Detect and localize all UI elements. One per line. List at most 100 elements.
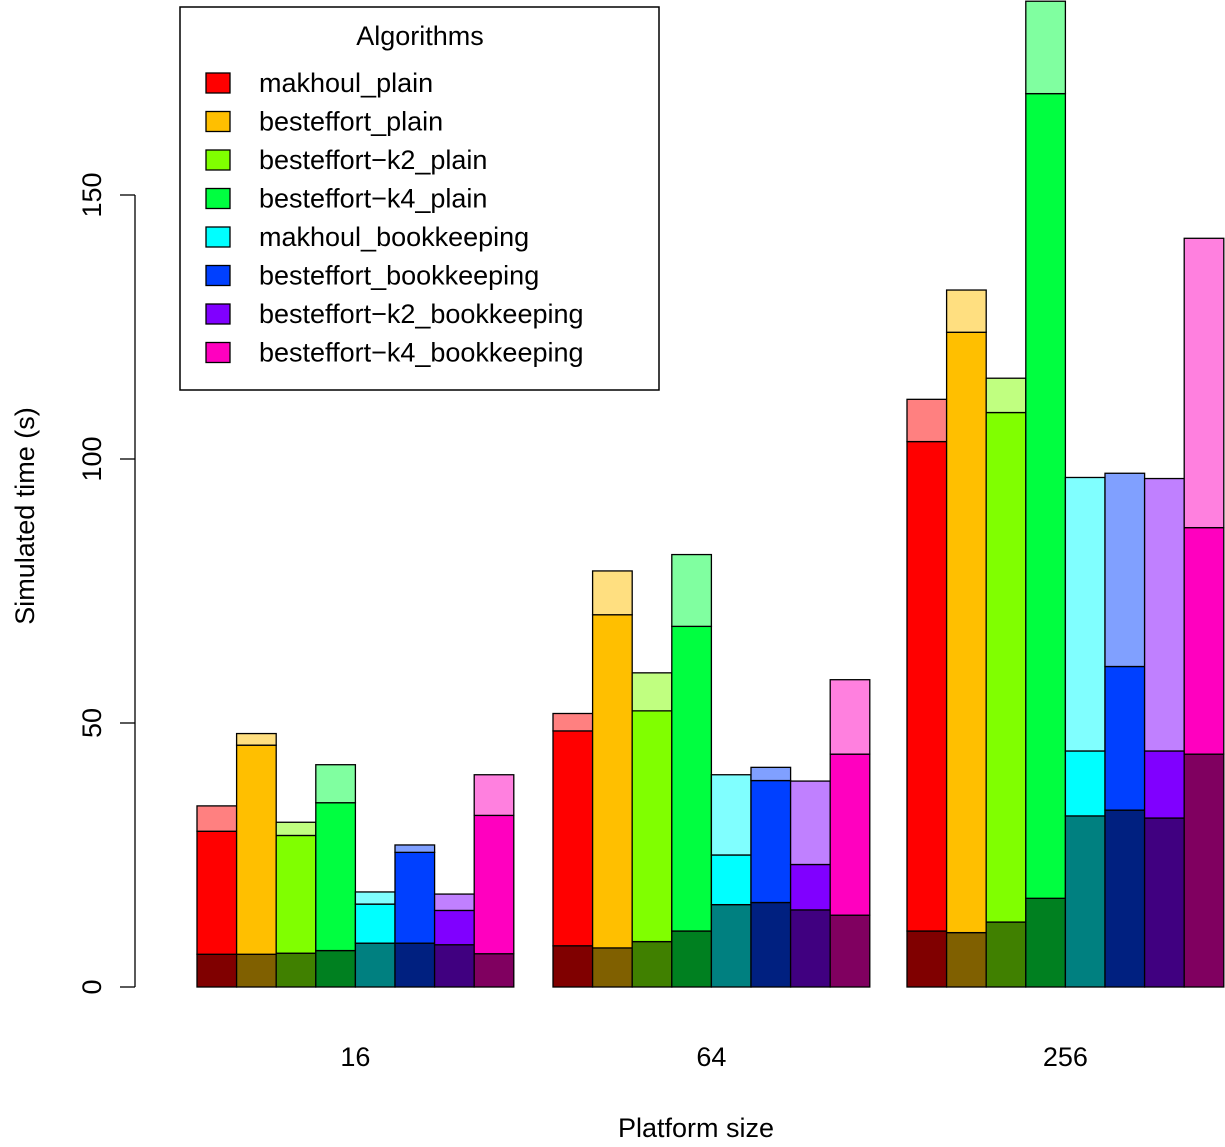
x-category-label: 64 xyxy=(696,1042,726,1072)
bar-makhoul-plain-256-middle xyxy=(906,440,948,932)
bar-besteffort-k4-plain-16-bottom xyxy=(315,949,357,988)
bar-besteffort-k4-plain-256-top xyxy=(1025,0,1067,95)
legend-label: makhoul_plain xyxy=(259,68,433,98)
bar-besteffort-k2-bookkeeping-256-top xyxy=(1143,477,1185,752)
bar-besteffort-plain-16-top xyxy=(235,732,277,746)
bar-besteffort-k4-bookkeeping-16-middle xyxy=(473,814,515,955)
bar-makhoul-bookkeeping-64-bottom xyxy=(710,903,752,988)
legend-label: besteffort−k2_plain xyxy=(259,145,487,175)
x-axis-category-labels: 16 64 256 xyxy=(340,1042,1088,1072)
bar-makhoul-plain-16-middle xyxy=(196,830,238,955)
bar-besteffort-k4-bookkeeping-256-top xyxy=(1183,237,1225,529)
y-tick-label: 100 xyxy=(77,436,107,481)
bar-besteffort-k4-bookkeeping-64-bottom xyxy=(829,914,871,988)
bar-besteffort-k4-bookkeeping-256-middle xyxy=(1183,526,1225,755)
legend-label: besteffort_bookkeeping xyxy=(259,261,539,291)
bar-besteffort-plain-64-top xyxy=(591,570,633,616)
bar-besteffort-k2-plain-256-middle xyxy=(985,411,1027,923)
bar-besteffort-k4-plain-16-middle xyxy=(315,802,357,952)
bar-makhoul-plain-64-bottom xyxy=(552,945,594,988)
bar-makhoul-plain-256-top xyxy=(906,398,948,443)
bar-besteffort-bookkeeping-16-top xyxy=(394,844,436,854)
legend-label: besteffort_plain xyxy=(259,107,443,137)
bar-besteffort-k2-plain-256-top xyxy=(985,377,1027,414)
bar-besteffort-plain-64-bottom xyxy=(591,947,633,988)
bar-besteffort-plain-16-middle xyxy=(235,744,277,955)
legend-swatch xyxy=(205,187,231,210)
bar-besteffort-k2-bookkeeping-64-bottom xyxy=(789,909,831,988)
bar-besteffort-plain-256-top xyxy=(945,289,987,333)
bar-makhoul-plain-64-top xyxy=(552,712,594,732)
bar-besteffort-bookkeeping-64-bottom xyxy=(750,901,792,988)
bar-makhoul-plain-256-bottom xyxy=(906,930,948,988)
x-category-label: 256 xyxy=(1043,1042,1088,1072)
legend-box xyxy=(179,6,660,391)
bar-besteffort-plain-256-middle xyxy=(945,331,987,934)
bar-makhoul-bookkeeping-16-middle xyxy=(354,903,396,944)
legend-swatch xyxy=(205,110,231,133)
bar-besteffort-bookkeeping-256-middle xyxy=(1104,665,1146,811)
y-axis-label: Simulated time (s) xyxy=(10,407,40,625)
legend-swatch xyxy=(205,303,231,325)
bar-makhoul-bookkeeping-256-top xyxy=(1064,476,1106,752)
legend-swatch xyxy=(205,341,231,364)
x-category-label: 16 xyxy=(340,1042,370,1072)
bar-besteffort-k2-bookkeeping-16-bottom xyxy=(433,944,475,988)
bar-besteffort-k2-bookkeeping-16-middle xyxy=(433,909,475,946)
bar-besteffort-k4-plain-64-bottom xyxy=(671,930,713,988)
bar-besteffort-bookkeeping-64-top xyxy=(750,766,792,782)
legend-label: besteffort−k4_plain xyxy=(259,184,487,214)
bar-besteffort-bookkeeping-256-bottom xyxy=(1104,809,1146,988)
bar-besteffort-k4-plain-16-top xyxy=(315,764,357,804)
bar-makhoul-plain-64-middle xyxy=(552,730,594,947)
bar-makhoul-bookkeeping-16-top xyxy=(354,891,396,905)
bar-besteffort-bookkeeping-16-middle xyxy=(394,851,436,944)
bar-besteffort-k2-plain-64-top xyxy=(631,672,673,712)
bar-besteffort-k4-bookkeeping-16-bottom xyxy=(473,953,515,988)
legend-title: Algorithms xyxy=(356,21,484,51)
y-tick-label: 150 xyxy=(77,172,107,217)
bar-makhoul-bookkeeping-64-top xyxy=(710,774,752,856)
legend-label: besteffort−k4_bookkeeping xyxy=(259,338,584,368)
bar-besteffort-plain-16-bottom xyxy=(235,953,277,988)
legend-label: makhoul_bookkeeping xyxy=(259,222,529,252)
bar-besteffort-k4-plain-64-top xyxy=(671,553,713,628)
bar-besteffort-k2-plain-64-middle xyxy=(631,710,673,943)
legend-swatch xyxy=(205,226,231,248)
bar-besteffort-bookkeeping-256-top xyxy=(1104,472,1146,668)
bar-makhoul-bookkeeping-64-middle xyxy=(710,854,752,906)
bar-besteffort-k2-bookkeeping-256-bottom xyxy=(1143,817,1185,988)
bar-besteffort-k2-plain-256-bottom xyxy=(985,921,1027,988)
y-axis: 0 50 100 150 xyxy=(77,172,136,995)
bar-besteffort-k2-bookkeeping-256-middle xyxy=(1143,750,1185,819)
bars-group xyxy=(196,0,1225,988)
legend-swatch xyxy=(205,72,231,94)
bar-besteffort-k2-plain-16-bottom xyxy=(275,952,317,988)
bar-makhoul-plain-16-bottom xyxy=(196,953,238,988)
x-axis-label: Platform size xyxy=(618,1113,774,1143)
bar-besteffort-plain-256-bottom xyxy=(945,931,987,988)
bar-makhoul-plain-16-top xyxy=(196,805,238,832)
legend-items: makhoul_plain besteffort_plain besteffort−… xyxy=(205,68,584,368)
y-tick-label: 0 xyxy=(77,979,107,994)
bar-besteffort-k4-bookkeeping-16-top xyxy=(473,774,515,817)
bar-makhoul-bookkeeping-16-bottom xyxy=(354,942,396,988)
legend: Algorithms makhoul_plain besteffort_plain… xyxy=(179,6,660,391)
bar-besteffort-bookkeeping-64-middle xyxy=(750,779,792,904)
bar-besteffort-k2-plain-16-top xyxy=(275,821,317,837)
bar-besteffort-k2-bookkeeping-64-top xyxy=(789,780,831,866)
bar-besteffort-k4-bookkeeping-256-bottom xyxy=(1183,753,1225,988)
bar-besteffort-k2-plain-64-bottom xyxy=(631,940,673,988)
bar-besteffort-k4-bookkeeping-64-top xyxy=(829,679,871,755)
bar-besteffort-k4-plain-64-middle xyxy=(671,625,713,932)
legend-swatch xyxy=(205,149,231,171)
bar-makhoul-bookkeeping-256-middle xyxy=(1064,750,1106,817)
bar-besteffort-k4-bookkeeping-64-middle xyxy=(829,753,871,916)
bar-besteffort-k2-plain-16-middle xyxy=(275,834,317,954)
bar-besteffort-k4-plain-256-bottom xyxy=(1025,897,1067,988)
bar-makhoul-bookkeeping-256-bottom xyxy=(1064,815,1106,988)
legend-label: besteffort−k2_bookkeeping xyxy=(259,299,584,329)
bar-besteffort-k4-plain-256-middle xyxy=(1025,92,1067,899)
bar-besteffort-bookkeeping-16-bottom xyxy=(394,942,436,988)
